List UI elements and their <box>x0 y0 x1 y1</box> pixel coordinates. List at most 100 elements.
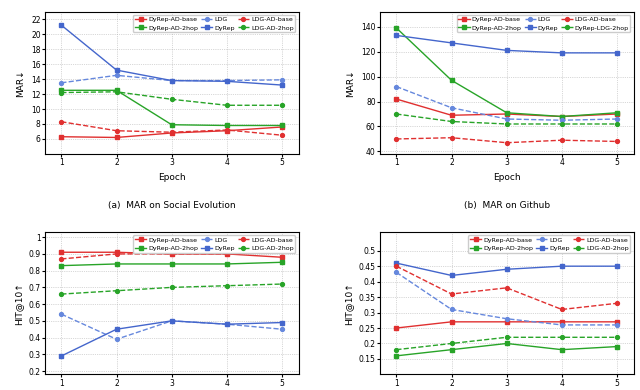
DyRep-AD-2hop <box>558 114 566 119</box>
DyRep-AD-2hop <box>503 110 511 115</box>
LDG <box>613 323 621 327</box>
LDG-AD-2hop <box>58 90 65 95</box>
LDG-AD-base <box>168 252 175 256</box>
DyRep-AD-base <box>558 319 566 324</box>
LDG-AD-2hop <box>278 282 286 286</box>
DyRep <box>223 79 230 84</box>
LDG-AD-base <box>113 128 120 133</box>
DyRep <box>503 48 511 53</box>
LDG-AD-2hop <box>113 288 120 293</box>
Line: DyRep-AD-base: DyRep-AD-base <box>394 97 619 119</box>
Legend: DyRep-AD-base, DyRep-AD-2hop, LDG, DyRep, LDG-AD-base, DyRep-LDG-2hop: DyRep-AD-base, DyRep-AD-2hop, LDG, DyRep… <box>456 15 630 32</box>
DyRep-LDG-2hop <box>448 119 456 124</box>
DyRep-AD-2hop <box>168 262 175 266</box>
DyRep <box>168 319 175 323</box>
LDG <box>503 316 511 321</box>
LDG-AD-base <box>448 292 456 296</box>
Legend: DyRep-AD-base, DyRep-AD-2hop, LDG, DyRep, LDG-AD-base, LDG-AD-2hop: DyRep-AD-base, DyRep-AD-2hop, LDG, DyRep… <box>133 235 296 253</box>
DyRep-AD-2hop <box>613 344 621 349</box>
DyRep-AD-base <box>503 112 511 116</box>
DyRep-AD-base <box>392 326 400 330</box>
LDG-AD-2hop <box>558 335 566 340</box>
LDG <box>613 117 621 121</box>
Line: DyRep-AD-2hop: DyRep-AD-2hop <box>394 342 619 358</box>
Line: LDG-AD-2hop: LDG-AD-2hop <box>394 335 619 352</box>
Line: LDG-AD-2hop: LDG-AD-2hop <box>60 282 284 296</box>
DyRep <box>58 354 65 358</box>
Legend: DyRep-AD-base, DyRep-AD-2hop, LDG, DyRep, LDG-AD-base, LDG-AD-2hop: DyRep-AD-base, DyRep-AD-2hop, LDG, DyRep… <box>133 15 296 32</box>
DyRep-AD-base <box>448 319 456 324</box>
DyRep <box>223 322 230 326</box>
DyRep-AD-base <box>503 319 511 324</box>
LDG <box>558 118 566 122</box>
Line: DyRep: DyRep <box>60 23 284 87</box>
DyRep <box>278 83 286 87</box>
DyRep-LDG-2hop <box>558 122 566 126</box>
LDG <box>448 105 456 110</box>
Y-axis label: MAR↓: MAR↓ <box>347 69 356 97</box>
LDG-AD-base <box>58 257 65 261</box>
LDG <box>168 78 175 83</box>
DyRep-AD-2hop <box>278 123 286 128</box>
LDG <box>168 319 175 323</box>
Title: (b)  MAR on Github: (b) MAR on Github <box>463 201 550 210</box>
Line: DyRep: DyRep <box>394 261 619 277</box>
DyRep <box>503 267 511 271</box>
Line: DyRep: DyRep <box>60 319 284 358</box>
DyRep <box>613 51 621 55</box>
DyRep <box>392 33 400 38</box>
DyRep-AD-base <box>168 131 175 135</box>
LDG-AD-base <box>392 264 400 269</box>
LDG <box>448 307 456 312</box>
DyRep-AD-2hop <box>223 123 230 128</box>
DyRep-AD-base <box>278 255 286 260</box>
LDG <box>58 312 65 317</box>
Line: DyRep-LDG-2hop: DyRep-LDG-2hop <box>394 112 619 126</box>
DyRep-AD-2hop <box>448 78 456 83</box>
Title: (a)  MAR on Social Evolution: (a) MAR on Social Evolution <box>108 201 236 210</box>
X-axis label: Epoch: Epoch <box>493 173 520 182</box>
Line: LDG-AD-base: LDG-AD-base <box>60 249 284 261</box>
DyRep <box>448 41 456 45</box>
LDG <box>558 323 566 327</box>
LDG-AD-2hop <box>613 335 621 340</box>
Line: DyRep-AD-2hop: DyRep-AD-2hop <box>60 261 284 268</box>
Line: DyRep: DyRep <box>394 34 619 55</box>
DyRep <box>392 261 400 266</box>
DyRep-AD-2hop <box>392 26 400 30</box>
X-axis label: Epoch: Epoch <box>158 173 186 182</box>
LDG <box>113 73 120 78</box>
LDG <box>503 117 511 121</box>
Line: DyRep-AD-base: DyRep-AD-base <box>394 320 619 330</box>
LDG <box>113 337 120 342</box>
DyRep <box>113 327 120 332</box>
DyRep-LDG-2hop <box>392 112 400 116</box>
Line: DyRep-AD-base: DyRep-AD-base <box>60 125 284 139</box>
DyRep-AD-base <box>223 252 230 256</box>
LDG-AD-2hop <box>223 284 230 288</box>
Line: LDG: LDG <box>60 312 284 341</box>
DyRep-AD-base <box>58 250 65 255</box>
DyRep-AD-2hop <box>113 262 120 266</box>
DyRep-AD-base <box>168 252 175 256</box>
LDG <box>58 80 65 85</box>
Line: LDG: LDG <box>60 73 284 85</box>
DyRep-AD-2hop <box>613 110 621 115</box>
LDG <box>223 78 230 83</box>
LDG <box>223 322 230 326</box>
DyRep-LDG-2hop <box>503 122 511 126</box>
DyRep-AD-base <box>113 135 120 140</box>
Line: DyRep-AD-base: DyRep-AD-base <box>60 250 284 259</box>
LDG <box>392 84 400 89</box>
DyRep-AD-2hop <box>448 347 456 352</box>
LDG-AD-base <box>503 140 511 145</box>
DyRep-AD-2hop <box>392 353 400 358</box>
DyRep <box>113 68 120 73</box>
Y-axis label: HIT@10↑: HIT@10↑ <box>344 282 353 324</box>
DyRep <box>58 23 65 28</box>
DyRep <box>278 320 286 325</box>
DyRep-AD-2hop <box>503 341 511 346</box>
LDG-AD-base <box>613 301 621 306</box>
Line: DyRep-AD-2hop: DyRep-AD-2hop <box>394 26 619 119</box>
Line: LDG-AD-base: LDG-AD-base <box>60 120 284 137</box>
